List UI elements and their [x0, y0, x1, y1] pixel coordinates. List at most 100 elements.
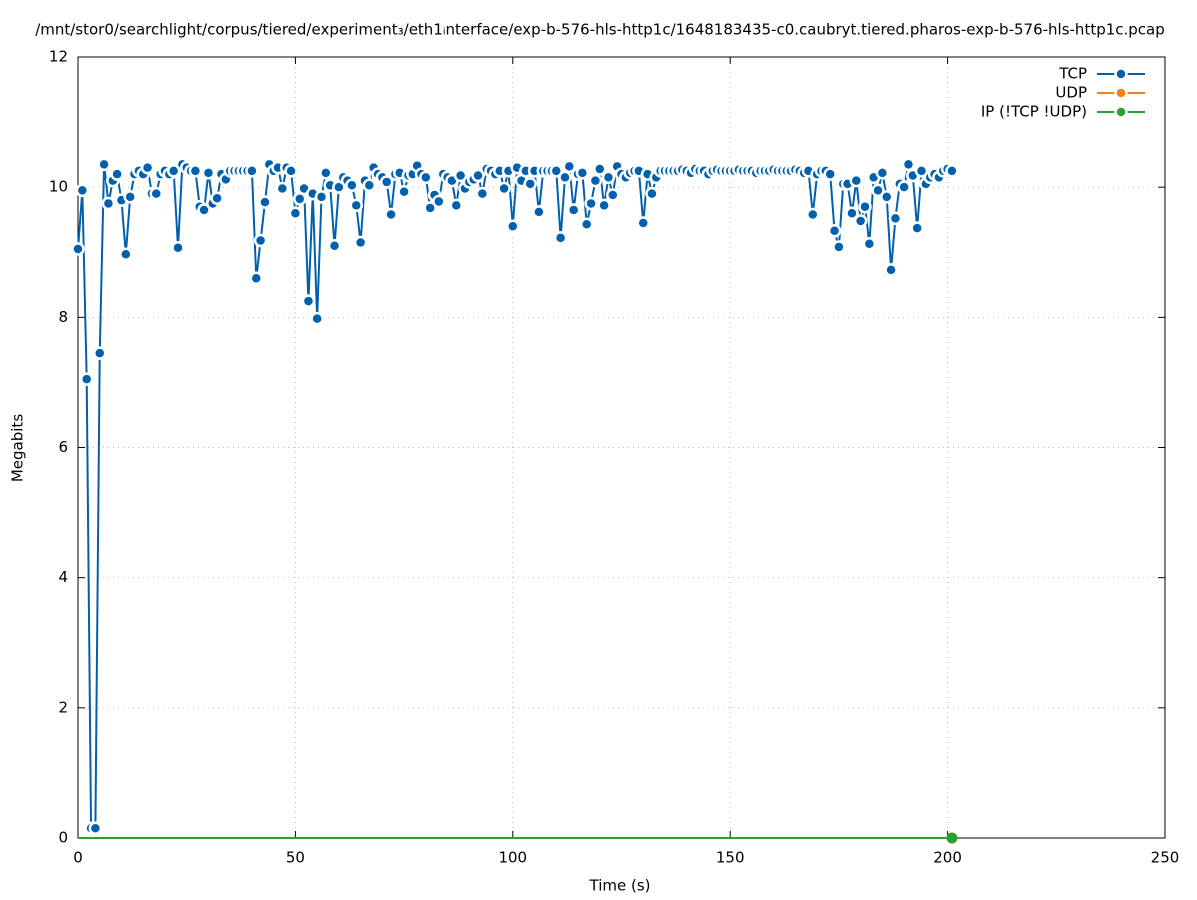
x-tick-label: 50	[286, 849, 305, 867]
y-tick-label: 0	[58, 829, 68, 847]
data-point	[562, 159, 577, 174]
data-point	[88, 821, 103, 835]
data-point	[558, 170, 572, 185]
data-point	[423, 201, 437, 215]
data-point	[579, 217, 594, 232]
y-tick-label: 10	[49, 178, 68, 196]
data-point	[253, 233, 268, 248]
data-point	[284, 164, 298, 178]
x-tick-label: 100	[498, 849, 527, 867]
data-point	[345, 178, 359, 192]
data-point	[362, 178, 377, 192]
data-point	[201, 166, 216, 180]
data-point	[71, 242, 85, 256]
y-axis-label: Megabits	[9, 414, 27, 482]
data-point	[593, 162, 607, 176]
data-point	[319, 166, 333, 180]
data-point	[197, 203, 211, 217]
data-point	[475, 186, 490, 201]
data-point	[553, 231, 568, 245]
data-point	[849, 173, 864, 188]
data-point	[310, 311, 324, 326]
data-point	[901, 157, 916, 172]
x-tick-label: 200	[933, 849, 962, 867]
y-tick-label: 12	[49, 48, 68, 66]
data-point	[384, 207, 398, 222]
x-tick-label: 150	[716, 849, 745, 867]
data-point	[871, 183, 885, 198]
data-point	[575, 166, 590, 180]
data-point	[210, 191, 224, 205]
legend-swatch	[1114, 67, 1128, 81]
data-point	[166, 164, 181, 178]
data-point	[327, 238, 342, 253]
data-point	[171, 240, 185, 255]
data-point	[853, 214, 868, 228]
data-point	[288, 206, 303, 220]
data-point	[497, 181, 511, 196]
data-point	[258, 195, 272, 209]
data-point	[945, 164, 959, 178]
data-point	[879, 190, 894, 204]
data-point	[79, 372, 94, 386]
data-point	[875, 166, 890, 180]
data-point	[110, 167, 124, 181]
data-point	[588, 173, 603, 188]
y-tick-label: 6	[58, 438, 68, 456]
data-point	[532, 205, 546, 219]
series-line	[77, 160, 953, 830]
data-point	[645, 186, 659, 201]
data-point	[888, 211, 903, 226]
data-point	[97, 157, 111, 172]
data-point	[946, 832, 958, 844]
legend-label: IP (!TCP !UDP)	[981, 103, 1087, 121]
chart-title: /mnt/stor0/searchlight/corpus/tiered/exp…	[35, 21, 1165, 39]
data-point	[597, 198, 611, 213]
x-axis-label: Time (s)	[589, 877, 651, 895]
data-point	[449, 198, 464, 213]
data-point	[119, 247, 133, 261]
data-point	[914, 164, 929, 178]
data-point	[910, 221, 924, 235]
data-point	[897, 180, 911, 194]
data-point	[188, 164, 203, 178]
data-point	[566, 203, 581, 217]
y-tick-label: 2	[58, 698, 68, 716]
y-tick-label: 8	[58, 308, 68, 326]
y-tick-label: 4	[58, 568, 68, 586]
data-point	[884, 263, 898, 277]
data-point	[858, 199, 872, 214]
x-tick-label: 0	[73, 849, 83, 867]
data-point	[806, 207, 820, 222]
data-point	[523, 177, 537, 191]
data-point	[123, 190, 137, 204]
data-point	[845, 206, 859, 220]
legend-swatch	[1114, 86, 1128, 100]
data-point	[92, 346, 107, 360]
data-point	[827, 224, 842, 238]
data-point	[862, 237, 877, 251]
data-point	[506, 219, 520, 233]
legend-label: UDP	[1055, 84, 1087, 102]
data-point	[584, 196, 598, 211]
data-point	[397, 184, 411, 199]
legend-swatch	[1114, 105, 1128, 119]
data-point	[432, 194, 446, 209]
data-point	[636, 216, 650, 230]
data-point	[832, 240, 846, 254]
data-point	[823, 167, 837, 181]
data-point	[549, 164, 564, 178]
data-point	[75, 183, 90, 198]
data-point	[149, 186, 164, 201]
data-point	[419, 170, 433, 185]
data-point	[471, 168, 485, 183]
data-point	[140, 160, 155, 175]
data-point	[275, 181, 290, 196]
data-point	[249, 271, 264, 286]
data-point	[314, 190, 329, 204]
data-point	[379, 175, 394, 189]
data-point	[349, 198, 364, 213]
legend-label: TCP	[1058, 65, 1087, 83]
data-point	[601, 170, 616, 185]
